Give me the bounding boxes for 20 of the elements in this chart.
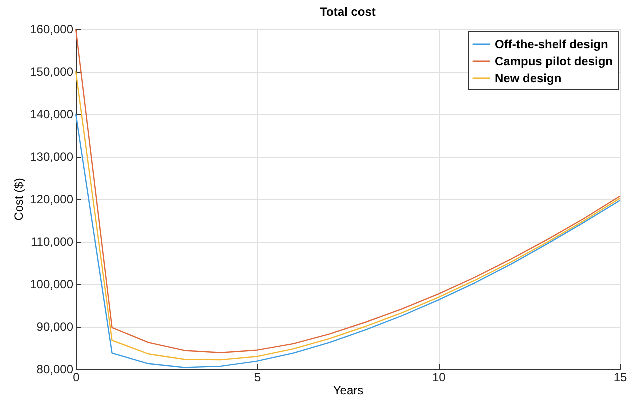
chart-title: Total cost bbox=[320, 5, 376, 19]
y-tick-label: 140,000 bbox=[30, 108, 74, 122]
legend-label: Campus pilot design bbox=[495, 54, 614, 68]
line-series bbox=[75, 70, 621, 361]
y-axis-title: Cost ($) bbox=[12, 178, 26, 221]
y-tick-label: 160,000 bbox=[30, 22, 74, 36]
x-tick-label: 5 bbox=[254, 370, 262, 384]
y-tick-label: 150,000 bbox=[30, 65, 74, 79]
x-tick-label: 10 bbox=[432, 370, 446, 384]
y-tick-label: 110,000 bbox=[31, 235, 74, 249]
legend-label: New design bbox=[495, 72, 562, 86]
y-tick-label: 120,000 bbox=[30, 192, 74, 206]
legend-label: Off-the-shelf design bbox=[495, 38, 608, 52]
y-tick-label: 130,000 bbox=[30, 150, 74, 164]
y-tick-label: 90,000 bbox=[36, 320, 74, 334]
x-tick-label: 15 bbox=[614, 370, 628, 384]
y-tick-label: 80,000 bbox=[36, 362, 74, 376]
x-axis-title: Years bbox=[333, 384, 364, 398]
y-tick-label: 100,000 bbox=[30, 278, 74, 292]
x-tick-label: 0 bbox=[73, 370, 80, 384]
